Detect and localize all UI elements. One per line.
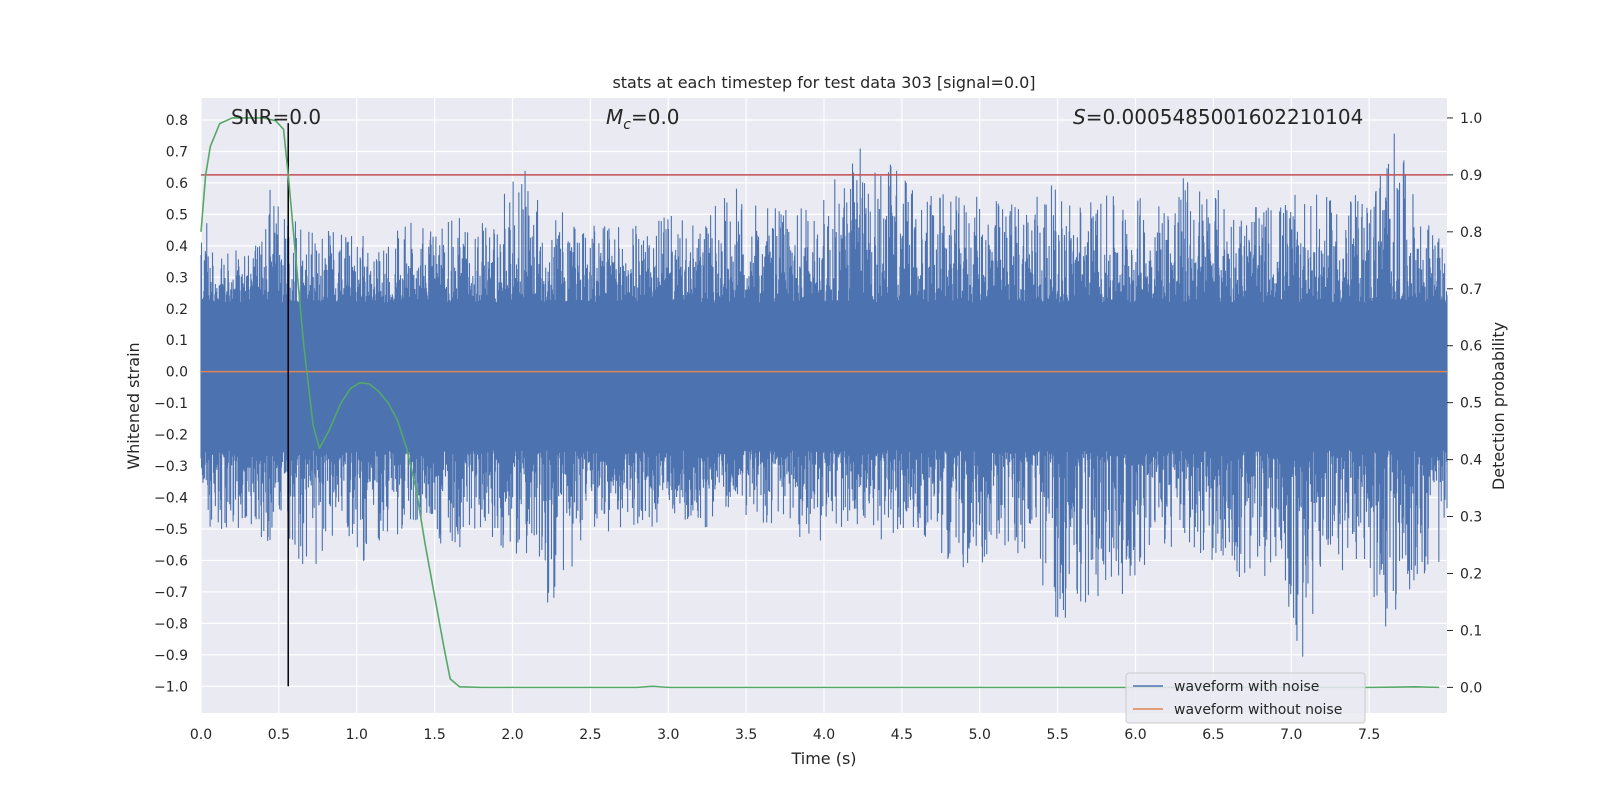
x-tick-label: 6.0 <box>1124 727 1146 743</box>
snr-annotation: SNR=0.0 <box>231 105 321 129</box>
y-tick-label: −0.4 <box>154 491 188 507</box>
x-tick-label: 5.0 <box>969 727 991 743</box>
x-tick-label: 2.5 <box>579 727 601 743</box>
legend-box <box>1125 672 1366 724</box>
x-tick-label: 7.0 <box>1280 727 1302 743</box>
x-tick-label: 1.0 <box>346 727 368 743</box>
x-tick-label: 4.0 <box>813 727 835 743</box>
y2-axis-ticks: 1.0 0.9 0.8 0.7 0.6 0.5 0.4 0.3 0.2 0.1 0.0 <box>1447 111 1482 696</box>
y-tick-label: 0.8 <box>166 113 188 129</box>
y-tick-label: −0.1 <box>154 396 188 412</box>
x-axis-label: Time (s) <box>790 749 856 768</box>
y2-tick-label: 0.3 <box>1460 510 1482 526</box>
mc-symbol: M <box>606 105 623 129</box>
x-tick-label: 2.0 <box>501 727 523 743</box>
mc-subscript: c <box>623 117 631 133</box>
y-tick-label: 0.2 <box>166 302 188 318</box>
y2-tick-label: 0.0 <box>1460 680 1482 696</box>
x-tick-label: 5.5 <box>1046 727 1068 743</box>
x-tick-label: 4.5 <box>891 727 913 743</box>
y-tick-label: 0.4 <box>166 239 188 255</box>
y-tick-label: 0.3 <box>166 270 188 286</box>
y2-tick-label: 0.6 <box>1460 339 1482 355</box>
mc-annotation: Mc=0.0 <box>606 105 680 133</box>
x-tick-label: 0.5 <box>268 727 290 743</box>
s-value: =0.0005485001602210104 <box>1086 105 1364 129</box>
x-tick-label: 6.5 <box>1202 727 1224 743</box>
s-symbol: S <box>1073 105 1086 129</box>
x-tick-label: 0.0 <box>190 727 212 743</box>
y-tick-label: 0.0 <box>166 365 188 381</box>
x-axis-ticks: 0.0 0.5 1.0 1.5 2.0 2.5 3.0 3.5 4.0 4.5 5.0 5.5 6.0 6… <box>190 727 1380 743</box>
y-tick-label: 0.1 <box>166 333 188 349</box>
y2-tick-label: 0.2 <box>1460 566 1482 582</box>
legend-label-noise: waveform with noise <box>1174 679 1319 695</box>
y2-tick-label: 0.1 <box>1460 623 1482 639</box>
x-tick-label: 1.5 <box>423 727 445 743</box>
y-tick-label: 0.7 <box>166 144 188 160</box>
y-tick-label: 0.5 <box>166 207 188 223</box>
chart-title: stats at each timestep for test data 303… <box>612 73 1035 92</box>
mc-value: =0.0 <box>631 105 680 129</box>
y2-tick-label: 0.4 <box>1460 453 1482 469</box>
y2-axis-label: Detection probability <box>1489 322 1508 490</box>
y-tick-label: −0.8 <box>154 616 188 632</box>
y2-tick-label: 0.8 <box>1460 225 1482 241</box>
series-layer <box>200 117 1448 689</box>
y-tick-label: −0.3 <box>154 459 188 475</box>
y-axis-ticks: 0.8 0.7 0.6 0.5 0.4 0.3 0.2 0.1 0.0 −0.1 −0.2 −0.3 −… <box>154 113 188 695</box>
x-tick-label: 3.0 <box>657 727 679 743</box>
y-axis-label: Whitened strain <box>124 342 143 469</box>
waveform-with-noise-line <box>200 133 1448 657</box>
y-tick-label: −0.9 <box>154 648 188 664</box>
legend: waveform with noise waveform without noi… <box>1125 672 1366 724</box>
y2-tick-label: 0.7 <box>1460 282 1482 298</box>
y-tick-label: 0.6 <box>166 176 188 192</box>
y-tick-label: −1.0 <box>154 679 188 695</box>
y2-tick-label: 0.9 <box>1460 168 1482 184</box>
y-tick-label: −0.2 <box>154 428 188 444</box>
s-annotation: S=0.0005485001602210104 <box>1073 105 1363 129</box>
y2-tick-label: 0.5 <box>1460 396 1482 412</box>
y-tick-label: −0.6 <box>154 553 188 569</box>
y-tick-label: −0.5 <box>154 522 188 538</box>
x-tick-label: 3.5 <box>735 727 757 743</box>
detection-probability-line <box>200 117 1440 689</box>
y-tick-label: −0.7 <box>154 585 188 601</box>
legend-label-clean: waveform without noise <box>1174 702 1342 718</box>
x-tick-label: 7.5 <box>1358 727 1380 743</box>
y2-tick-label: 1.0 <box>1460 111 1482 127</box>
